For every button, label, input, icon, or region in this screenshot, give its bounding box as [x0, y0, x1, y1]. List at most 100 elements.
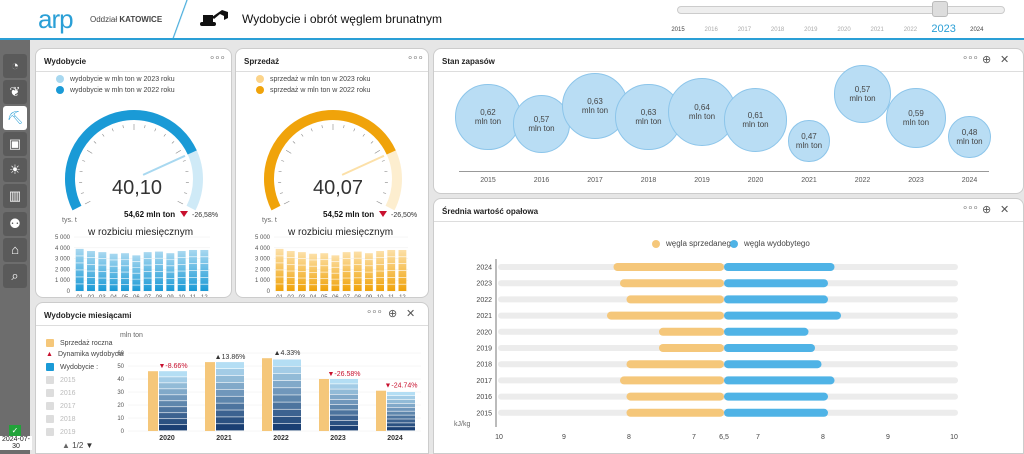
dynamics-label: ▲13.86% [215, 354, 246, 361]
bar-sprzedany-2015 [626, 408, 724, 417]
people-icon[interactable]: ⚉ [3, 212, 27, 236]
bar-wydobycie-2022 [273, 366, 301, 374]
bubble-2021[interactable]: 0,47 mln ton [788, 120, 830, 162]
bar-chart-icon[interactable]: ▥ [3, 184, 27, 208]
year-slider-handle[interactable] [932, 1, 948, 17]
timeline-year-2017[interactable]: 2017 [737, 27, 752, 33]
y-tick-label: 2 000 [255, 267, 271, 273]
bubble-label: 0,63 mln ton [581, 96, 609, 115]
more-icon[interactable]: ∘∘∘ [962, 203, 979, 214]
y-tick-label: 3 000 [255, 257, 271, 263]
excavator-icon[interactable]: ⛏ [3, 106, 27, 130]
timeline-year-2018[interactable]: 2018 [770, 27, 785, 33]
page-title: Wydobycie i obrót węglem brunatnym [242, 12, 442, 26]
close-icon[interactable]: ✕ [1000, 54, 1010, 66]
close-icon[interactable]: ✕ [1000, 204, 1010, 216]
x-tick-label: 11 [190, 295, 197, 298]
x-tick-label: 01 [276, 295, 283, 298]
sidebar: ◔ ❦ ⛏ ▣ ☀ ▥ ⚉ ⌂ ⌕ [0, 40, 30, 454]
y-tick-label: 2021 [476, 313, 492, 320]
bubble-2016[interactable]: 0,57 mln ton [512, 95, 571, 153]
legend-year[interactable]: 2019 [46, 428, 76, 436]
trucks-icon[interactable]: ▣ [3, 132, 27, 156]
bubble-2015[interactable]: 0,62 mln ton [455, 84, 521, 150]
timeline-year-2021[interactable]: 2021 [870, 27, 884, 33]
legend-item-wydobycie[interactable]: Wydobycie : [46, 363, 98, 371]
x-tick-label: 12 [201, 295, 208, 298]
bar-wydobycie-2020 [159, 371, 187, 377]
legend-item-sprzedaz[interactable]: Sprzedaż roczna [46, 339, 113, 347]
excavator-icon [200, 10, 228, 26]
panel-title: Średnia wartość opałowa [442, 207, 539, 216]
zoom-icon[interactable]: ⊕ [388, 308, 398, 320]
sun-icon[interactable]: ☀ [3, 158, 27, 182]
x-tick-label: 06 [133, 295, 140, 298]
y-tick-label: 2024 [476, 265, 492, 272]
gauge-tick [281, 160, 285, 162]
more-icon[interactable]: ∘∘∘ [407, 53, 424, 64]
x-tick-label: 2024 [387, 435, 403, 442]
x-tick-label: 09 [366, 295, 373, 298]
timeline-year-2022[interactable]: 2022 [903, 27, 918, 33]
y-tick-label: 30 [117, 390, 124, 396]
panel-sprzedaz: Sprzedaż ∘∘∘ sprzedaż w mln ton w 2023 r… [235, 48, 429, 298]
close-icon[interactable]: ✕ [406, 308, 416, 320]
bar-wydobycie-2020 [159, 407, 187, 413]
division-label: Oddział KATOWICE [90, 15, 163, 24]
gauge-tick [321, 125, 323, 129]
x-tick-label: 2022 [273, 435, 289, 442]
bar-sprzedany-2018 [626, 360, 724, 369]
bar-wydobycie-2021 [216, 382, 244, 390]
gauge-icon[interactable]: ◔ [3, 54, 27, 78]
bubble-2024[interactable]: 0,48 mln ton [948, 115, 991, 159]
more-icon[interactable]: ∘∘∘ [209, 53, 226, 64]
chart-subtitle: w rozbiciu miesięcznym [88, 227, 194, 238]
bubble-2020[interactable]: 0,61 mln ton [723, 88, 788, 152]
bar-wydobycie-2020 [159, 389, 187, 395]
bubble-2023[interactable]: 0,59 mln ton [885, 87, 947, 149]
timeline-year-2015[interactable]: 2015 [671, 27, 685, 33]
monthly-chart: 5 000 4 000 3 000 2 000 1 000 0 01 02 03 04 05 06 07… [55, 235, 210, 298]
zoom-icon[interactable]: ⊕ [982, 204, 992, 216]
legend-pager[interactable]: ▲ 1/2 ▼ [62, 441, 94, 450]
search-icon[interactable]: ⌕ [3, 264, 27, 288]
panel-srednia-wartosc: Średnia wartość opałowa ∘∘∘ ⊕ ✕ węgla sp… [433, 198, 1024, 454]
timeline-year-2023[interactable]: 2023 [931, 23, 956, 35]
factory-icon[interactable]: ⌂ [3, 238, 27, 262]
bar-wydobycie-2023 [330, 420, 358, 426]
logo: arp Oddział KATOWICE [0, 0, 170, 38]
more-icon[interactable]: ∘∘∘ [366, 307, 383, 318]
zoom-icon[interactable]: ⊕ [982, 54, 992, 66]
legend-year[interactable]: 2015 [46, 376, 76, 384]
legend-year[interactable]: 2017 [46, 402, 76, 410]
timeline-year-2024[interactable]: 2024 [970, 27, 984, 33]
legend-year[interactable]: 2018 [46, 415, 76, 423]
timeline-year-2016[interactable]: 2016 [704, 27, 718, 33]
gauge-tick [292, 141, 296, 144]
x-tick-label: 2023 [330, 435, 346, 442]
triangle-icon: ▲ [46, 351, 53, 358]
y-tick-label: 4 000 [55, 246, 71, 252]
x-tick-label: 04 [110, 295, 117, 298]
leaf-icon[interactable]: ❦ [3, 80, 27, 104]
x-tick-label: 10 [377, 295, 384, 298]
legend-year[interactable]: 2016 [46, 389, 76, 397]
y-tick-label: 20 [117, 403, 124, 409]
y-tick-label: 2018 [476, 362, 492, 369]
x-tick-label: 07 [144, 295, 151, 298]
timeline-year-2019[interactable]: 2019 [804, 27, 818, 33]
bubble-2022[interactable]: 0,57 mln ton [833, 65, 892, 123]
bar-wydobycie-2020 [159, 425, 187, 431]
y-tick-label: 2015 [476, 410, 492, 417]
date-label: 2024-07-30 [0, 436, 32, 450]
gauge [65, 110, 203, 211]
more-icon[interactable]: ∘∘∘ [962, 53, 979, 64]
timeline-year-2020[interactable]: 2020 [837, 27, 851, 33]
gauge-tick [86, 150, 93, 154]
legend-item-dynamika[interactable]: ▲ Dynamika wydobycia [46, 351, 124, 358]
year-slider[interactable] [677, 6, 1005, 14]
gauge-tick [177, 200, 184, 205]
gauge-tick [279, 192, 283, 194]
bar-sprzedaz-2021 [205, 362, 215, 431]
dynamics-label: ▲4.33% [274, 350, 301, 357]
